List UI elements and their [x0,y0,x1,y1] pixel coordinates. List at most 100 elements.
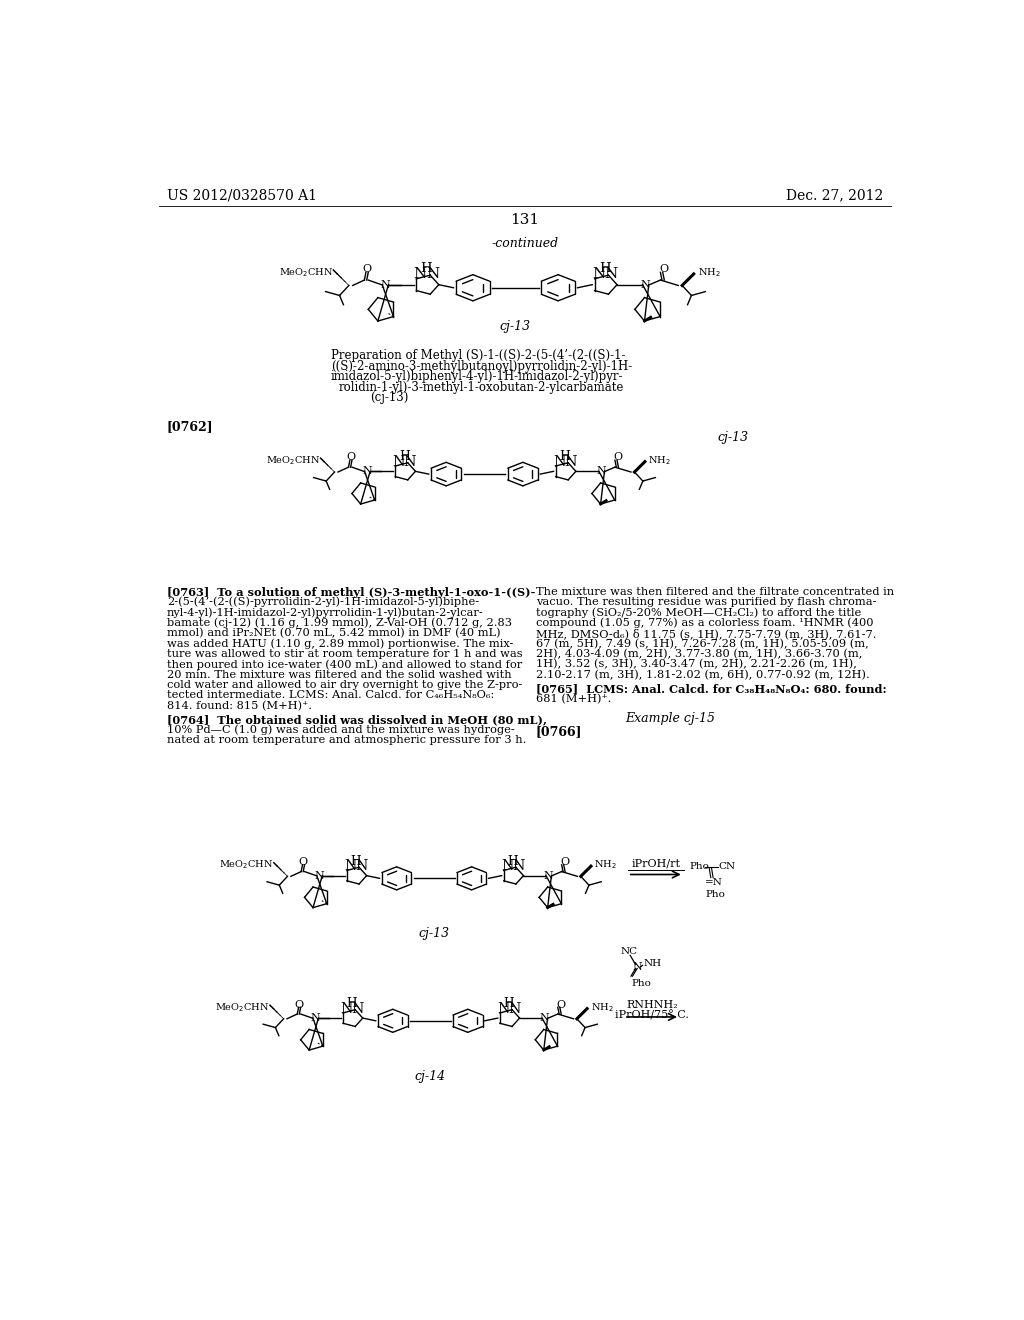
Text: N: N [553,454,565,469]
Text: H: H [504,998,514,1010]
Text: cj-13: cj-13 [717,430,749,444]
Text: cold water and allowed to air dry overnight to give the Z-pro-: cold water and allowed to air dry overni… [167,680,522,690]
Text: Dec. 27, 2012: Dec. 27, 2012 [785,189,883,202]
Text: NH$_2$: NH$_2$ [648,454,671,467]
Text: H: H [346,998,357,1010]
Text: 67 (m, 5H), 7.49 (s, 1H), 7.26-7.28 (m, 1H), 5.05-5.09 (m,: 67 (m, 5H), 7.49 (s, 1H), 7.26-7.28 (m, … [536,639,868,649]
Text: H: H [559,450,570,463]
Text: N: N [351,1002,364,1015]
Text: vacuo. The resulting residue was purified by flash chroma-: vacuo. The resulting residue was purifie… [536,597,877,607]
Text: N: N [403,454,416,469]
Text: O: O [557,999,565,1010]
Text: N: N [592,267,605,281]
Text: MeO$_2$CHN: MeO$_2$CHN [266,454,321,467]
Text: N: N [641,280,650,289]
Text: NH$_2$: NH$_2$ [591,1001,613,1014]
Text: N: N [497,1002,509,1015]
Text: [0766]: [0766] [536,725,583,738]
Text: cj-14: cj-14 [415,1069,445,1082]
Text: O: O [659,264,669,275]
Text: nyl-4-yl)-1H-imidazol-2-yl)pyrrolidin-1-yl)butan-2-ylcar-: nyl-4-yl)-1H-imidazol-2-yl)pyrrolidin-1-… [167,607,483,618]
Text: O: O [613,453,623,462]
Text: nated at room temperature and atmospheric pressure for 3 h.: nated at room temperature and atmospheri… [167,735,526,744]
Text: 1H), 3.52 (s, 3H), 3.40-3.47 (m, 2H), 2.21-2.26 (m, 1H),: 1H), 3.52 (s, 3H), 3.40-3.47 (m, 2H), 2.… [536,659,856,669]
Text: N: N [597,466,606,477]
Text: N: N [604,267,617,281]
Text: H: H [507,855,518,869]
Text: Pho: Pho [706,890,725,899]
Text: N: N [414,267,427,281]
Text: O: O [346,453,355,462]
Text: 20 min. The mixture was filtered and the solid washed with: 20 min. The mixture was filtered and the… [167,669,511,680]
Text: N: N [355,859,368,873]
Text: mmol) and iPr₂NEt (0.70 mL, 5.42 mmol) in DMF (40 mL): mmol) and iPr₂NEt (0.70 mL, 5.42 mmol) i… [167,628,501,639]
Text: N: N [512,859,524,873]
Text: ((S)-2-amino-3-methylbutanoyl)pyrrolidin-2-yl)-1H-: ((S)-2-amino-3-methylbutanoyl)pyrrolidin… [331,360,632,372]
Text: N: N [544,871,554,880]
Text: 2.10-2.17 (m, 3H), 1.81-2.02 (m, 6H), 0.77-0.92 (m, 12H).: 2.10-2.17 (m, 3H), 1.81-2.02 (m, 6H), 0.… [536,669,869,680]
Text: H: H [421,261,432,275]
Text: =N: =N [706,878,723,887]
Text: NH: NH [643,960,662,969]
Text: tography (SiO₂/5-20% MeOH—CH₂Cl₂) to afford the title: tography (SiO₂/5-20% MeOH—CH₂Cl₂) to aff… [536,607,861,618]
Text: N: N [501,859,513,873]
Text: Pho: Pho [631,979,651,989]
Text: N: N [508,1002,520,1015]
Text: NH$_2$: NH$_2$ [594,858,617,871]
Text: -continued: -continued [492,236,558,249]
Text: cj-13: cj-13 [500,319,531,333]
Text: MHz, DMSO-d₆) δ 11.75 (s, 1H), 7.75-7.79 (m, 3H), 7.61-7.: MHz, DMSO-d₆) δ 11.75 (s, 1H), 7.75-7.79… [536,628,877,639]
Text: NH$_2$: NH$_2$ [697,265,720,279]
Text: Preparation of Methyl (S)-1-((S)-2-(5-(4’-(2-((S)-1-: Preparation of Methyl (S)-1-((S)-2-(5-(4… [331,350,626,363]
Text: MeO$_2$CHN: MeO$_2$CHN [279,265,334,279]
Text: bamate (cj-12) (1.16 g, 1.99 mmol), Z-Val-OH (0.712 g, 2.83: bamate (cj-12) (1.16 g, 1.99 mmol), Z-Va… [167,618,512,628]
Text: N: N [311,1012,321,1023]
Text: Example cj-15: Example cj-15 [626,713,716,726]
Text: tected intermediate. LCMS: Anal. Calcd. for C₄₆H₅₄N₈O₆:: tected intermediate. LCMS: Anal. Calcd. … [167,690,494,701]
Text: [0763]  To a solution of methyl (S)-3-methyl-1-oxo-1-((S)-: [0763] To a solution of methyl (S)-3-met… [167,586,536,598]
Text: ture was allowed to stir at room temperature for 1 h and was: ture was allowed to stir at room tempera… [167,649,522,659]
Text: NC: NC [621,946,637,956]
Text: iPrOH/rt: iPrOH/rt [631,859,680,869]
Text: 10% Pd—C (1.0 g) was added and the mixture was hydroge-: 10% Pd—C (1.0 g) was added and the mixtu… [167,725,514,735]
Text: N: N [344,859,356,873]
Text: CN: CN [719,862,735,871]
Text: iPrOH/75° C.: iPrOH/75° C. [615,1010,689,1020]
Text: H: H [599,261,610,275]
Text: 131: 131 [510,213,540,227]
Text: [0764]  The obtained solid was dissolved in MeOH (80 mL),: [0764] The obtained solid was dissolved … [167,714,547,726]
Text: then poured into ice-water (400 mL) and allowed to stand for: then poured into ice-water (400 mL) and … [167,659,522,669]
Text: N: N [340,1002,352,1015]
Text: MeO$_2$CHN: MeO$_2$CHN [215,1001,270,1014]
Text: rolidin-1-yl)-3-methyl-1-oxobutan-2-ylcarbamate: rolidin-1-yl)-3-methyl-1-oxobutan-2-ylca… [339,380,625,393]
Text: [0765]  LCMS: Anal. Calcd. for C₃₈H₄₈N₈O₄: 680. found:: [0765] LCMS: Anal. Calcd. for C₃₈H₄₈N₈O₄… [536,684,887,694]
Text: 2-(5-(4’-(2-((S)-pyrrolidin-2-yl)-1H-imidazol-5-yl)biphe-: 2-(5-(4’-(2-((S)-pyrrolidin-2-yl)-1H-imi… [167,597,479,607]
Text: N: N [314,871,325,880]
Text: O: O [560,857,569,867]
Text: imidazol-5-yl)biphenyl-4-yl)-1H-imidazol-2-yl)pyr-: imidazol-5-yl)biphenyl-4-yl)-1H-imidazol… [331,370,624,383]
Text: US 2012/0328570 A1: US 2012/0328570 A1 [167,189,316,202]
Text: The mixture was then filtered and the filtrate concentrated in: The mixture was then filtered and the fi… [536,586,894,597]
Text: O: O [299,857,308,867]
Text: 814. found: 815 (M+H)⁺.: 814. found: 815 (M+H)⁺. [167,701,311,711]
Text: N: N [540,1012,550,1023]
Text: 2H), 4.03-4.09 (m, 2H), 3.77-3.80 (m, 1H), 3.66-3.70 (m,: 2H), 4.03-4.09 (m, 2H), 3.77-3.80 (m, 1H… [536,649,862,659]
Text: 681 (M+H)⁺.: 681 (M+H)⁺. [536,693,611,704]
Text: N: N [381,280,390,289]
Text: compound (1.05 g, 77%) as a colorless foam. ¹HNMR (400: compound (1.05 g, 77%) as a colorless fo… [536,618,873,628]
Text: cj-13: cj-13 [419,927,450,940]
Text: N: N [426,267,439,281]
Text: N: N [564,454,577,469]
Text: N: N [392,454,404,469]
Text: H: H [399,450,410,463]
Text: MeO$_2$CHN: MeO$_2$CHN [219,858,273,871]
Text: O: O [295,999,304,1010]
Text: [0762]: [0762] [167,420,213,433]
Text: N: N [362,466,372,477]
Text: Pho: Pho [690,862,710,871]
Text: O: O [362,264,372,275]
Text: RNHNH₂: RNHNH₂ [626,1001,678,1010]
Text: H: H [350,855,361,869]
Text: N: N [632,962,642,972]
Text: was added HATU (1.10 g, 2.89 mmol) portionwise. The mix-: was added HATU (1.10 g, 2.89 mmol) porti… [167,639,513,649]
